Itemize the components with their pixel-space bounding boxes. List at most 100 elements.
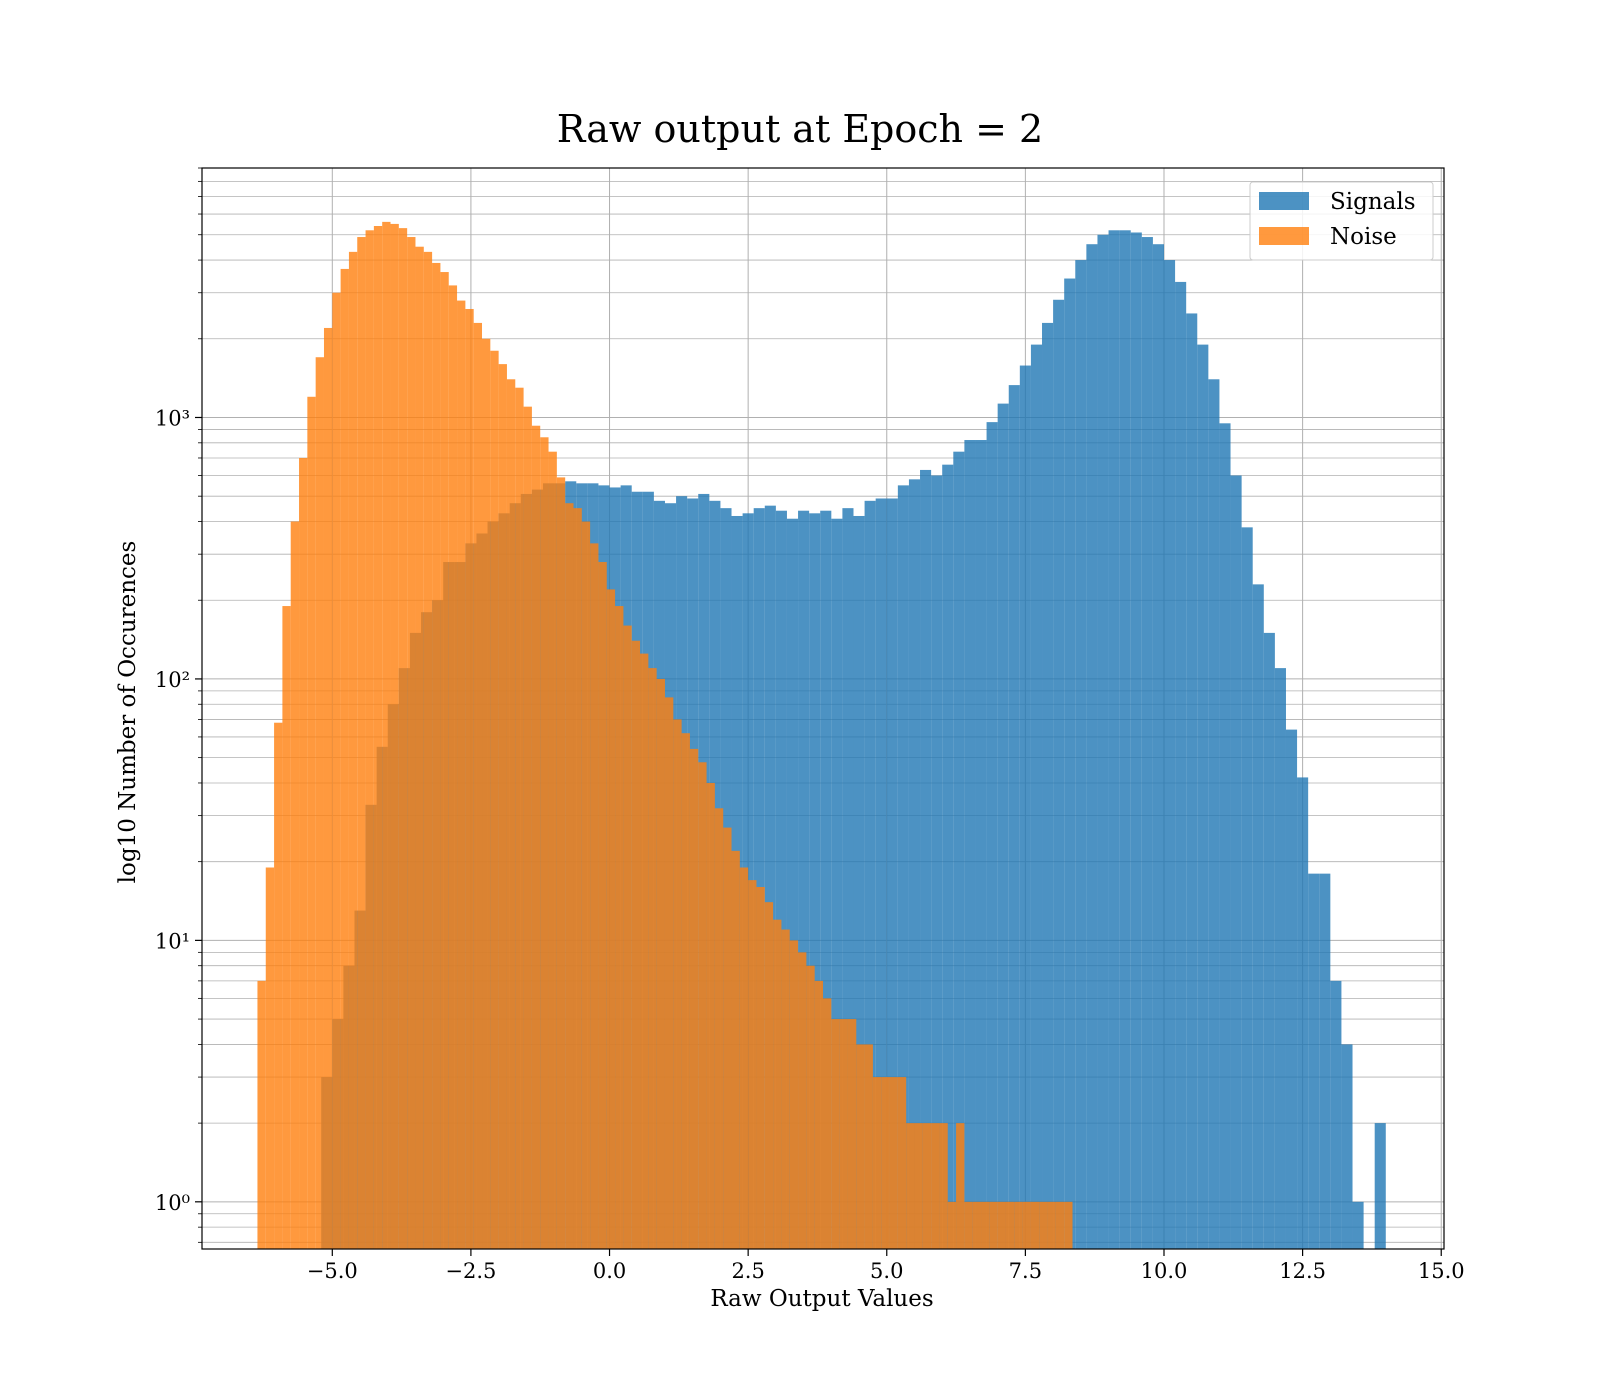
x-tick-label: 5.0 bbox=[870, 1259, 903, 1283]
axes-frame bbox=[201, 167, 1445, 1250]
bar-noise bbox=[531, 425, 541, 1250]
bar-noise bbox=[714, 808, 724, 1249]
x-tick-label: 7.5 bbox=[1009, 1259, 1042, 1283]
bar-noise bbox=[340, 268, 349, 1249]
bar-noise bbox=[872, 1077, 882, 1249]
bar-signals bbox=[1219, 423, 1231, 1249]
x-tick-label: 10.0 bbox=[1141, 1259, 1188, 1283]
bar-signals bbox=[831, 518, 843, 1249]
bar-signals bbox=[775, 510, 787, 1249]
bar-noise bbox=[781, 929, 790, 1249]
bar-noise bbox=[814, 980, 823, 1249]
bar-noise bbox=[540, 437, 549, 1249]
bar-signals bbox=[1042, 322, 1054, 1249]
bar-signals bbox=[1263, 632, 1275, 1249]
bar-noise bbox=[922, 1123, 932, 1249]
bar-signals bbox=[953, 451, 965, 1249]
bar-noise bbox=[457, 300, 466, 1249]
bar-noise bbox=[573, 508, 582, 1250]
bar-noise bbox=[756, 887, 765, 1249]
bar-noise bbox=[523, 406, 532, 1249]
bar-noise bbox=[673, 719, 682, 1249]
bar-signals bbox=[1374, 1123, 1386, 1249]
bar-noise bbox=[839, 1019, 848, 1249]
legend-swatch-signals bbox=[1259, 192, 1309, 210]
bar-noise bbox=[823, 998, 832, 1249]
bar-noise bbox=[548, 451, 557, 1249]
bar-signals bbox=[1019, 365, 1031, 1250]
bar-noise bbox=[856, 1044, 865, 1249]
bar-noise bbox=[648, 668, 657, 1249]
bar-noise bbox=[764, 902, 774, 1249]
bar-noise bbox=[656, 678, 665, 1249]
bar-noise bbox=[748, 880, 757, 1249]
bar-noise bbox=[1055, 1201, 1065, 1249]
bar-noise bbox=[798, 952, 807, 1249]
bar-noise bbox=[1039, 1201, 1048, 1249]
bar-signals bbox=[786, 518, 799, 1249]
bar-noise bbox=[640, 653, 649, 1249]
bar-noise bbox=[706, 782, 715, 1249]
bar-noise bbox=[415, 246, 424, 1249]
bar-noise bbox=[881, 1077, 890, 1249]
bar-noise bbox=[1030, 1201, 1040, 1249]
bar-signals bbox=[1163, 260, 1176, 1250]
bar-noise bbox=[773, 919, 782, 1249]
bar-noise bbox=[964, 1201, 973, 1249]
x-tick-label: −2.5 bbox=[445, 1259, 496, 1283]
bar-signals bbox=[864, 500, 876, 1250]
bar-noise bbox=[631, 640, 641, 1249]
x-tick-label: 15.0 bbox=[1418, 1259, 1465, 1283]
bar-signals bbox=[1064, 278, 1076, 1250]
bar-noise bbox=[664, 697, 674, 1249]
bar-noise bbox=[689, 748, 699, 1249]
bar-signals bbox=[931, 475, 943, 1249]
bar-noise bbox=[348, 251, 358, 1250]
bar-noise bbox=[357, 237, 366, 1249]
bar-noise bbox=[506, 379, 516, 1250]
y-tick-label: 10¹ bbox=[155, 929, 190, 953]
axis-ticks: −5.0 −2.5 0.0 2.5 5.0 7.5 10.0 12.5 15.0 10⁰ 10¹ 10… bbox=[155, 167, 1465, 1283]
bar-noise bbox=[1064, 1201, 1073, 1249]
bar-signals bbox=[1097, 234, 1109, 1250]
bar-noise bbox=[997, 1201, 1006, 1249]
bar-signals bbox=[897, 485, 909, 1249]
bar-noise bbox=[432, 262, 441, 1249]
bar-noise bbox=[465, 308, 474, 1249]
bar-signals bbox=[820, 510, 832, 1249]
bar-signals bbox=[809, 513, 821, 1249]
bar-noise bbox=[615, 606, 624, 1249]
y-tick-label: 10³ bbox=[155, 406, 190, 430]
bar-signals bbox=[1197, 344, 1209, 1249]
bar-signals bbox=[1152, 244, 1164, 1250]
bar-noise bbox=[1014, 1201, 1023, 1249]
chart-title: Raw output at Epoch = 2 bbox=[557, 107, 1043, 151]
bar-noise bbox=[947, 1201, 957, 1249]
bar-noise bbox=[398, 228, 408, 1249]
bar-noise bbox=[956, 1123, 965, 1249]
bar-noise bbox=[498, 364, 507, 1249]
bar-signals bbox=[1241, 527, 1253, 1249]
bar-noise bbox=[473, 322, 483, 1249]
bar-noise bbox=[847, 1019, 857, 1249]
legend-label-signals: Signals bbox=[1330, 189, 1416, 215]
bar-signals bbox=[1130, 232, 1142, 1250]
bar-noise bbox=[606, 589, 616, 1249]
bar-noise bbox=[906, 1123, 915, 1249]
bar-signals bbox=[853, 515, 865, 1249]
bar-noise bbox=[698, 762, 707, 1249]
bar-noise bbox=[831, 1019, 840, 1249]
bar-noise bbox=[897, 1077, 907, 1249]
bar-noise bbox=[482, 338, 491, 1249]
bar-noise bbox=[556, 477, 566, 1250]
bar-signals bbox=[1230, 475, 1242, 1249]
bar-noise bbox=[789, 940, 799, 1249]
bar-noise bbox=[989, 1201, 998, 1249]
bar-noise bbox=[889, 1077, 898, 1249]
bar-noise bbox=[448, 285, 458, 1249]
bar-noise bbox=[282, 606, 291, 1249]
bar-noise bbox=[440, 272, 449, 1249]
bar-noise bbox=[423, 251, 433, 1250]
bar-signals bbox=[920, 469, 932, 1249]
bar-noise bbox=[1022, 1201, 1031, 1249]
